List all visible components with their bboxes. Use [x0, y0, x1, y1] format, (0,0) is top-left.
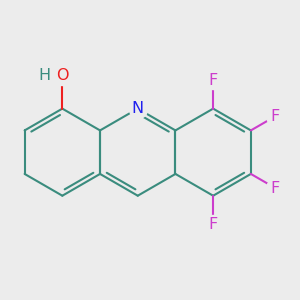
Text: H: H — [38, 68, 50, 83]
Text: F: F — [208, 217, 218, 232]
Text: F: F — [208, 73, 218, 88]
Text: F: F — [271, 109, 280, 124]
Text: N: N — [132, 101, 144, 116]
Text: O: O — [56, 68, 69, 83]
Text: F: F — [271, 181, 280, 196]
